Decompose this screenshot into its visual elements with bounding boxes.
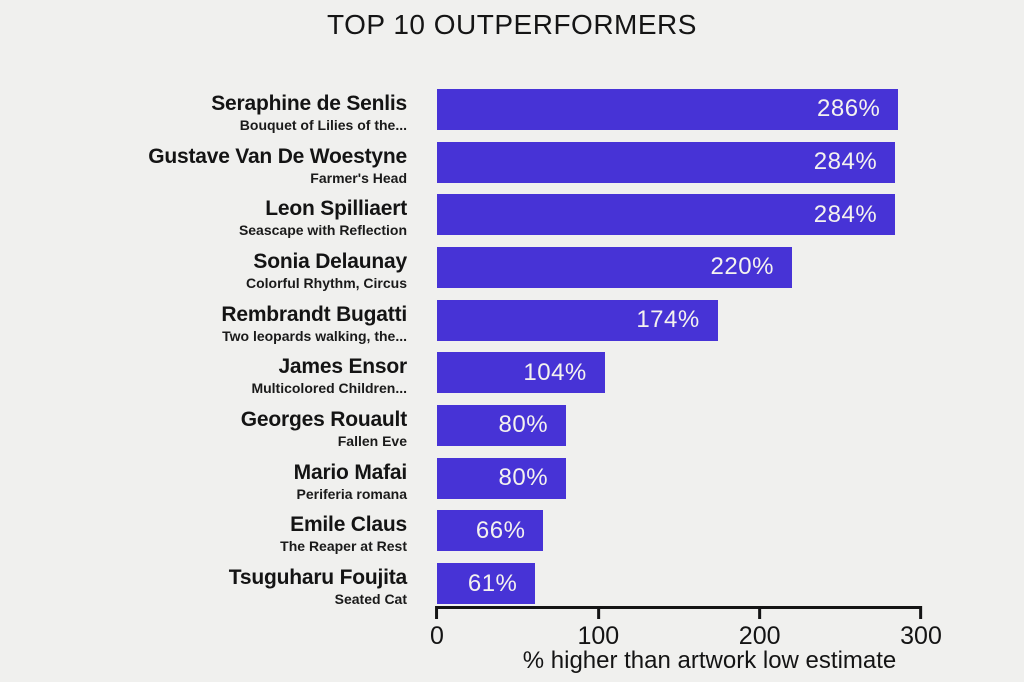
x-axis-tick-label: 200 — [738, 622, 781, 650]
bars-area: Seraphine de Senlis Bouquet of Lilies of… — [0, 83, 1024, 610]
artwork-title: The Reaper at Rest — [280, 538, 407, 555]
x-axis-tick: 100 — [577, 606, 619, 651]
bar-value-label: 80% — [498, 464, 549, 492]
artist-name: James Ensor — [278, 355, 407, 379]
bar-row: Leon Spilliaert Seascape with Reflection… — [0, 188, 1024, 241]
x-axis-tick: 200 — [739, 606, 781, 651]
bar: 104% — [437, 352, 605, 394]
artwork-title: Farmer's Head — [310, 169, 407, 186]
bar-track: 284% — [437, 194, 921, 236]
category-label: Tsuguharu Foujita Seated Cat — [0, 566, 407, 607]
bar: 174% — [437, 299, 718, 341]
artwork-title: Colorful Rhythm, Circus — [245, 274, 407, 291]
category-label: Emile Claus The Reaper at Rest — [0, 513, 407, 554]
bar-row: Sonia Delaunay Colorful Rhythm, Circus 2… — [0, 241, 1024, 294]
x-axis-tick-label: 0 — [430, 622, 444, 650]
bar: 80% — [437, 457, 567, 499]
bar-value-label: 286% — [817, 95, 881, 123]
artist-name: Georges Rouault — [240, 407, 407, 431]
category-label: Gustave Van De Woestyne Farmer's Head — [0, 145, 407, 186]
x-axis-title: % higher than artwork low estimate — [522, 647, 897, 674]
bar-row: Tsuguharu Foujita Seated Cat 61% — [0, 557, 1024, 610]
category-label: Sonia Delaunay Colorful Rhythm, Circus — [0, 250, 407, 291]
bar: 61% — [437, 563, 536, 605]
artwork-title: Seascape with Reflection — [238, 222, 407, 239]
bar-value-label: 66% — [475, 516, 526, 544]
artist-name: Tsuguharu Foujita — [228, 566, 407, 590]
bar: 220% — [437, 246, 792, 288]
bar: 66% — [437, 510, 544, 552]
bar: 284% — [437, 194, 896, 236]
artwork-title: Periferia romana — [296, 485, 408, 502]
bar-track: 61% — [437, 563, 921, 605]
bar-value-label: 284% — [813, 200, 878, 228]
artwork-title: Two leopards walking, the... — [222, 327, 407, 344]
bar-track: 284% — [437, 141, 921, 183]
artwork-title: Fallen Eve — [337, 432, 407, 449]
x-axis-tick-mark — [758, 606, 762, 619]
x-axis-tick: 0 — [430, 606, 444, 651]
category-label: Mario Mafai Periferia romana — [0, 460, 408, 502]
bar-row: Mario Mafai Periferia romana 80% — [0, 452, 1024, 505]
category-label: Seraphine de Senlis Bouquet of Lilies of… — [0, 92, 407, 133]
bar-value-label: 220% — [710, 253, 774, 281]
bar-track: 80% — [437, 457, 921, 499]
x-axis-tick-mark — [919, 606, 923, 619]
bar-row: Gustave Van De Woestyne Farmer's Head 28… — [0, 136, 1024, 189]
bar-row: James Ensor Multicolored Children... 104… — [0, 346, 1024, 399]
x-axis-tick: 300 — [900, 606, 942, 651]
x-axis-line — [437, 606, 922, 609]
x-axis-tick-label: 100 — [577, 622, 620, 650]
bar-value-label: 284% — [813, 148, 878, 176]
artist-name: Leon Spilliaert — [265, 197, 407, 221]
artist-name: Mario Mafai — [293, 460, 408, 484]
artist-name: Emile Claus — [290, 513, 407, 537]
bar: 80% — [437, 404, 567, 446]
artist-name: Sonia Delaunay — [253, 249, 407, 273]
artist-name: Rembrandt Bugatti — [221, 302, 407, 326]
x-axis-tick-mark — [596, 606, 600, 619]
artwork-title: Multicolored Children... — [251, 380, 407, 397]
bar-row: Emile Claus The Reaper at Rest 66% — [0, 505, 1024, 558]
artwork-title: Seated Cat — [334, 591, 407, 608]
bar-value-label: 174% — [636, 306, 700, 334]
x-axis-tick-mark — [435, 606, 439, 619]
bar-track: 286% — [437, 88, 921, 130]
bar-track: 80% — [437, 404, 921, 446]
bar-track: 104% — [437, 352, 921, 394]
bar: 286% — [437, 88, 899, 130]
artist-name: Gustave Van De Woestyne — [148, 144, 407, 168]
category-label: Leon Spilliaert Seascape with Reflection — [0, 197, 407, 238]
bar-value-label: 80% — [498, 411, 549, 439]
chart-title: TOP 10 OUTPERFORMERS — [327, 9, 697, 40]
bar-row: Rembrandt Bugatti Two leopards walking, … — [0, 294, 1024, 347]
category-label: Rembrandt Bugatti Two leopards walking, … — [0, 303, 407, 344]
x-axis-tick-label: 300 — [900, 622, 942, 650]
category-label: James Ensor Multicolored Children... — [0, 355, 407, 396]
bar-track: 174% — [437, 299, 921, 341]
bar-track: 66% — [437, 510, 921, 552]
bar-track: 220% — [437, 246, 921, 288]
category-label: Georges Rouault Fallen Eve — [0, 408, 407, 449]
bar-row: Seraphine de Senlis Bouquet of Lilies of… — [0, 83, 1024, 136]
bar-value-label: 61% — [467, 569, 518, 597]
bar: 284% — [437, 141, 896, 183]
bar-row: Georges Rouault Fallen Eve 80% — [0, 399, 1024, 452]
artwork-title: Bouquet of Lilies of the... — [239, 116, 407, 133]
bar-value-label: 104% — [523, 358, 587, 386]
artist-name: Seraphine de Senlis — [211, 91, 407, 115]
